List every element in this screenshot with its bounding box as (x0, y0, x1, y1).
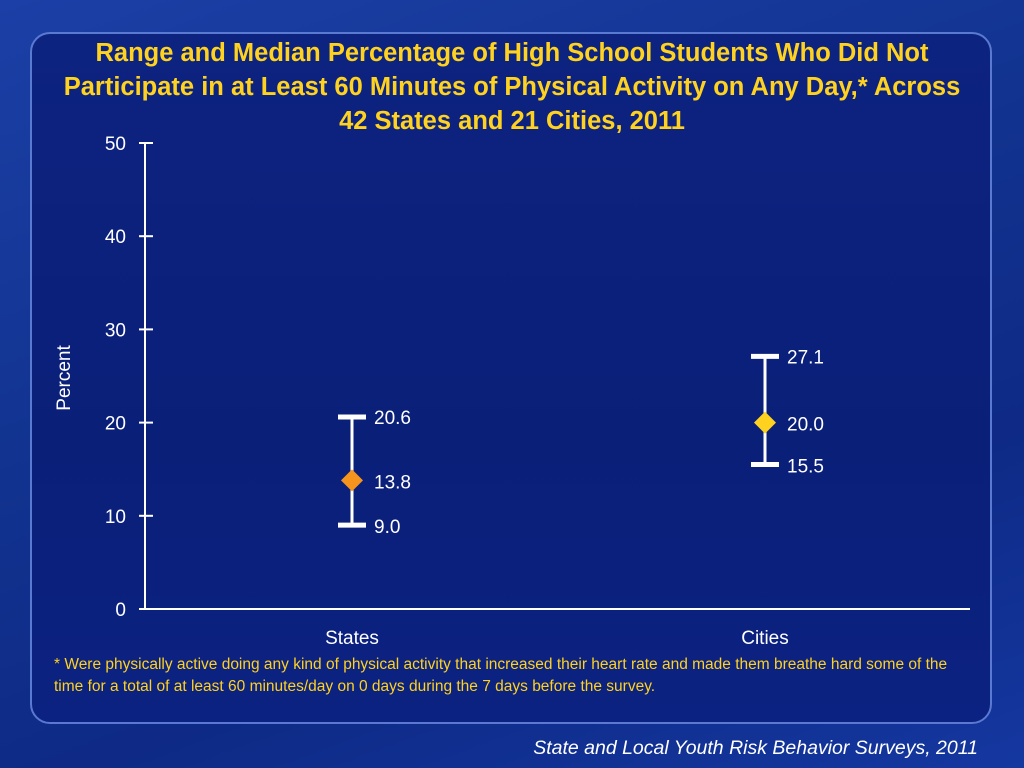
footnote: * Were physically active doing any kind … (54, 656, 948, 695)
chart-axes: 0 10 20 30 40 50 States Cities (105, 134, 970, 649)
y-axis-label: Percent (54, 345, 75, 411)
y-tick-label: 30 (105, 320, 126, 341)
median-marker (341, 469, 363, 492)
median-value-label: 13.8 (374, 472, 411, 493)
y-tick-label: 50 (105, 134, 126, 155)
min-value-label: 9.0 (374, 517, 400, 538)
median-marker (754, 411, 776, 434)
y-tick-label: 0 (115, 600, 126, 621)
y-tick-label: 10 (105, 507, 126, 528)
x-tick-label: States (325, 628, 379, 649)
y-tick-label: 40 (105, 227, 126, 248)
y-tick-label: 20 (105, 414, 126, 435)
median-value-label: 20.0 (787, 415, 824, 436)
max-value-label: 20.6 (374, 408, 411, 429)
x-tick-label: Cities (741, 628, 789, 649)
source-note: State and Local Youth Risk Behavior Surv… (533, 737, 978, 759)
min-value-label: 15.5 (787, 457, 824, 478)
chart-marks: 20.6 13.8 9.0 27.1 20.0 15.5 (338, 347, 824, 538)
chart-title: Range and Median Percentage of High Scho… (63, 39, 961, 135)
max-value-label: 27.1 (787, 347, 824, 368)
